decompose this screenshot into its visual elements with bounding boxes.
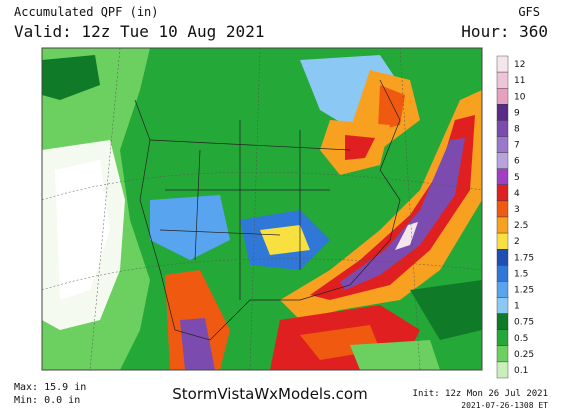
colorbar-swatch: [496, 345, 509, 363]
colorbar-swatch: [496, 232, 509, 250]
colorbar-label: 5: [514, 173, 520, 183]
colorbar: 12 11 10 9 8 7 6 5 4 3 2.5 2 1.75 1.5 1.25 1 0.75 0.5 0.25…: [496, 55, 534, 379]
colorbar-swatch: [496, 361, 509, 379]
colorbar-label: 0.25: [514, 350, 534, 360]
colorbar-swatch: [496, 168, 509, 185]
timestamp: 2021-07-26-1308 ET: [461, 401, 548, 410]
colorbar-label: 1: [514, 302, 520, 312]
colorbar-label: 8: [514, 124, 520, 134]
colorbar-swatch: [496, 216, 509, 234]
colorbar-label: 0.75: [514, 318, 534, 328]
colorbar-swatch: [496, 71, 509, 89]
colorbar-swatch: [496, 120, 509, 137]
min-value: Min: 0.0 in: [14, 395, 80, 406]
colorbar-label: 0.5: [514, 334, 528, 344]
colorbar-swatch: [496, 313, 509, 330]
colorbar-swatch: [496, 329, 509, 347]
colorbar-label: 7: [514, 141, 520, 151]
colorbar-label: 1.25: [514, 285, 534, 295]
valid-time: Valid: 12z Tue 10 Aug 2021: [14, 22, 264, 41]
colorbar-swatch: [496, 200, 509, 218]
model-name: GFS: [518, 5, 540, 19]
colorbar-swatch: [496, 297, 509, 314]
forecast-hour: Hour: 360: [461, 22, 548, 41]
colorbar-swatch: [496, 55, 509, 73]
colorbar-label: 11: [514, 76, 525, 86]
colorbar-label: 1.75: [514, 253, 534, 263]
colorbar-label: 2.5: [514, 221, 528, 231]
colorbar-label: 12: [514, 60, 525, 70]
max-value: Max: 15.9 in: [14, 382, 86, 393]
colorbar-swatch: [496, 87, 509, 105]
colorbar-label: 9: [514, 108, 520, 118]
map-title: Accumulated QPF (in): [14, 5, 159, 19]
colorbar-label: 4: [514, 189, 520, 199]
map: [41, 47, 483, 371]
colorbar-swatch: [496, 104, 509, 121]
colorbar-swatch: [496, 152, 509, 169]
colorbar-swatch: [496, 265, 509, 282]
colorbar-swatch: [496, 136, 509, 153]
colorbar-label: 10: [514, 92, 526, 102]
colorbar-label: 0.1: [514, 366, 528, 376]
colorbar-swatch: [496, 281, 509, 298]
init-time: Init: 12z Mon 26 Jul 2021: [413, 389, 548, 399]
colorbar-label: 6: [514, 157, 520, 167]
colorbar-label: 3: [514, 205, 520, 215]
colorbar-swatch: [496, 248, 509, 266]
colorbar-label: 2: [514, 237, 520, 247]
colorbar-label: 1.5: [514, 269, 528, 279]
site-name: StormVistaWxModels.com: [172, 385, 367, 403]
colorbar-swatch: [496, 184, 509, 202]
